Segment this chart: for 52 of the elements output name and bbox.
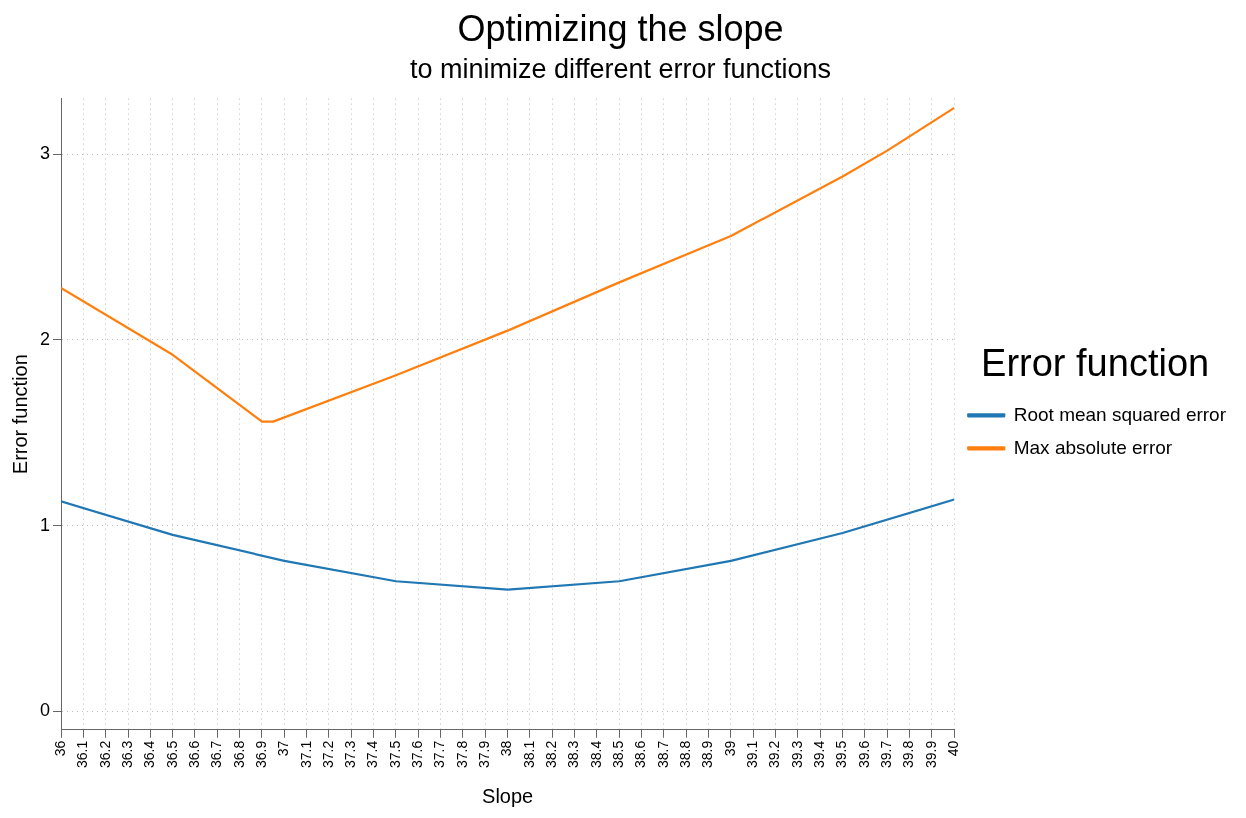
x-tick-label: 39.1 <box>744 740 761 768</box>
x-tick-label: 36.5 <box>163 740 180 768</box>
x-tick-label: 39.2 <box>766 740 783 768</box>
chart-title: Optimizing the slope <box>457 7 784 49</box>
x-tick-label: 38.1 <box>520 740 537 768</box>
chart-subtitle: to minimize different error functions <box>409 53 832 84</box>
legend-label: Max absolute error <box>1013 436 1173 458</box>
x-tick-label: 37 <box>275 740 292 757</box>
x-tick-label: 38.2 <box>543 740 560 768</box>
x-tick-label: 38.3 <box>565 740 582 768</box>
y-tick-label: 1 <box>40 514 51 535</box>
x-tick-label: 39.3 <box>788 740 805 768</box>
x-tick-label: 40 <box>945 740 962 757</box>
x-tick-label: 37.1 <box>297 740 314 768</box>
x-tick-label: 39.7 <box>878 740 895 768</box>
x-tick-label: 37.8 <box>453 740 470 768</box>
x-tick-label: 39 <box>721 740 738 757</box>
x-tick-label: 37.7 <box>431 740 448 768</box>
x-tick-label: 38.5 <box>610 740 627 768</box>
x-tick-label: 39.8 <box>900 740 917 768</box>
y-tick-label: 3 <box>40 143 51 164</box>
x-tick-label: 37.5 <box>386 740 403 768</box>
y-tick-label: 2 <box>40 328 51 349</box>
x-axis-title: Slope <box>482 784 534 807</box>
x-tick-label: 38.8 <box>677 740 694 768</box>
x-tick-label: 38.9 <box>699 740 716 768</box>
x-tick-label: 39.9 <box>922 740 939 768</box>
y-tick-label: 0 <box>40 700 51 721</box>
x-tick-label: 38.6 <box>632 740 649 768</box>
x-tick-label: 36.3 <box>118 740 135 768</box>
x-tick-label: 37.2 <box>319 740 336 768</box>
x-tick-label: 38.7 <box>654 740 671 768</box>
x-tick-label: 38.4 <box>587 740 604 768</box>
x-tick-label: 36.2 <box>96 740 113 768</box>
x-tick-label: 39.4 <box>811 740 828 768</box>
x-tick-label: 39.5 <box>833 740 850 768</box>
legend-label: Root mean squared error <box>1013 403 1227 425</box>
x-tick-label: 37.6 <box>409 740 426 768</box>
x-tick-label: 36.4 <box>141 740 158 768</box>
y-axis-title: Error function <box>8 354 31 475</box>
legend-title: Error function <box>981 341 1210 384</box>
x-tick-label: 37.9 <box>476 740 493 768</box>
x-tick-label: 37.3 <box>342 740 359 768</box>
x-tick-label: 36.9 <box>252 740 269 768</box>
x-tick-label: 38 <box>498 740 515 757</box>
x-tick-label: 36.1 <box>74 740 91 768</box>
x-tick-label: 36.7 <box>208 740 225 768</box>
x-tick-label: 37.4 <box>364 740 381 768</box>
x-tick-label: 39.6 <box>855 740 872 768</box>
x-tick-label: 36 <box>51 740 68 757</box>
x-tick-label: 36.6 <box>185 740 202 768</box>
x-tick-label: 36.8 <box>230 740 247 768</box>
